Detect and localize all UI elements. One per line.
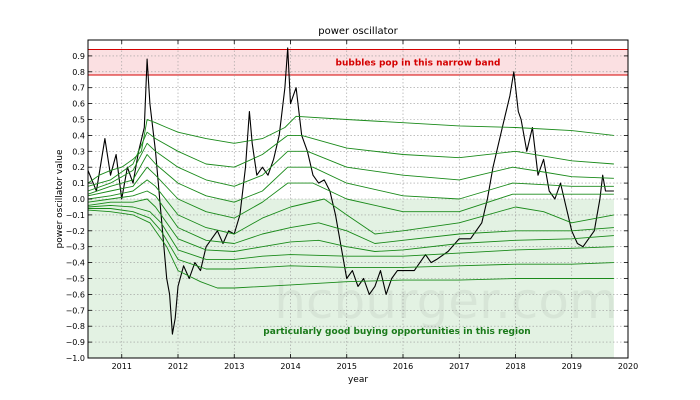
green-curve-line	[87, 131, 614, 187]
buying-region-label: particularly good buying opportunities i…	[263, 327, 530, 337]
green-curve-line	[88, 208, 614, 270]
oscillator-line	[87, 47, 614, 335]
y-tick-label: 0.2	[72, 163, 85, 172]
x-tick-label: 2013	[224, 362, 244, 371]
green-curve-line	[87, 204, 614, 260]
y-tick-label: −0.5	[66, 275, 85, 284]
y-tick-label: 0.5	[72, 116, 85, 125]
green-curve-line	[87, 154, 614, 203]
bubble-band-label: bubbles pop in this narrow band	[336, 58, 501, 68]
y-tick-label: −0.7	[66, 306, 85, 315]
x-tick-label: 2020	[618, 362, 638, 371]
y-axis-label: power oscillator value	[55, 149, 65, 248]
y-tick-label: −0.2	[66, 227, 85, 236]
y-tick-label: −0.6	[66, 290, 85, 299]
x-tick-label: 2012	[168, 362, 188, 371]
x-tick-label: 2018	[505, 362, 525, 371]
green-curve-line	[87, 190, 614, 244]
green-curve-line	[87, 209, 614, 289]
y-tick-label: −0.9	[66, 338, 85, 347]
y-tick-label: −0.8	[66, 322, 85, 331]
y-tick-label: 0.9	[72, 52, 85, 61]
x-tick-label: 2017	[449, 362, 469, 371]
x-tick-label: 2019	[562, 362, 582, 371]
y-tick-label: 0.7	[72, 84, 85, 93]
watermark: hcburger.com	[274, 272, 617, 330]
y-tick-label: 0.3	[72, 147, 85, 156]
x-tick-label: 2011	[112, 362, 132, 371]
green-curve-line	[87, 198, 614, 252]
y-tick-label: 0.0	[72, 195, 85, 204]
y-tick-label: −0.1	[66, 211, 85, 220]
green-curve-line	[87, 179, 614, 235]
y-tick-label: −1.0	[66, 354, 85, 363]
y-tick-label: 0.8	[72, 68, 85, 77]
x-tick-label: 2014	[280, 362, 300, 371]
y-tick-label: −0.4	[66, 259, 85, 268]
y-tick-label: 0.1	[72, 179, 85, 188]
green-curve-line	[87, 142, 614, 192]
y-tick-label: 0.6	[72, 100, 85, 109]
green-curve-line	[87, 115, 614, 184]
y-tick-label: −0.3	[66, 243, 85, 252]
green-curve-line	[87, 166, 614, 219]
chart-title: power oscillator	[318, 26, 398, 37]
x-tick-label: 2016	[393, 362, 413, 371]
x-tick-label: 2015	[337, 362, 357, 371]
y-tick-label: 0.4	[72, 131, 85, 140]
x-axis-label: year	[348, 375, 368, 385]
